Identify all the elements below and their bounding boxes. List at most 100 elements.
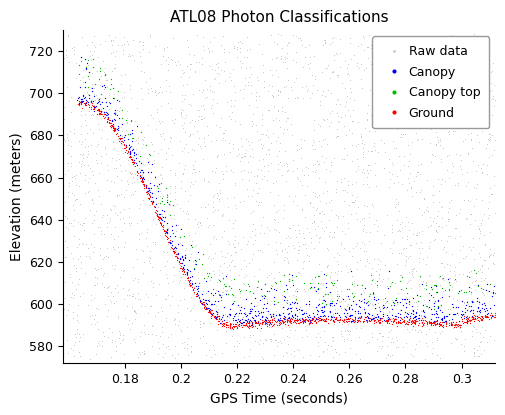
Point	[126, 221, 134, 228]
Point	[130, 57, 138, 63]
Point	[183, 271, 191, 277]
Point	[95, 192, 104, 199]
Point	[311, 76, 319, 82]
Point	[342, 263, 350, 270]
Point	[352, 143, 360, 149]
Point	[429, 294, 437, 300]
Point	[309, 146, 317, 153]
Point	[427, 306, 435, 312]
Point	[319, 282, 327, 288]
Point	[470, 235, 478, 242]
Point	[298, 206, 306, 213]
Point	[407, 313, 415, 320]
Point	[145, 32, 154, 38]
Point	[468, 314, 476, 320]
Point	[232, 323, 240, 330]
Point	[72, 60, 80, 66]
Point	[263, 288, 271, 295]
Point	[333, 268, 341, 274]
Point	[241, 317, 249, 323]
Point	[467, 129, 475, 136]
Point	[280, 83, 288, 90]
Point	[370, 289, 378, 296]
Point	[446, 50, 454, 57]
Point	[278, 162, 286, 169]
Point	[151, 241, 159, 248]
Point	[296, 37, 305, 43]
Point	[128, 135, 136, 142]
Point	[122, 127, 130, 133]
Point	[439, 40, 447, 46]
Point	[77, 100, 85, 107]
Point	[301, 164, 310, 170]
Point	[137, 329, 145, 336]
Point	[433, 317, 441, 323]
Point	[196, 298, 205, 305]
Point	[431, 322, 439, 328]
Point	[470, 97, 478, 104]
Point	[213, 279, 221, 286]
Point	[269, 117, 277, 123]
Point	[447, 71, 455, 78]
Point	[483, 313, 491, 320]
Point	[423, 254, 431, 261]
Point	[190, 285, 198, 292]
Point	[95, 110, 103, 116]
Point	[477, 222, 485, 228]
Point	[346, 85, 355, 91]
Point	[213, 100, 221, 107]
Point	[303, 251, 311, 258]
Point	[74, 302, 82, 308]
Point	[439, 319, 447, 325]
Point	[305, 315, 313, 322]
Point	[374, 74, 382, 81]
Point	[214, 151, 222, 158]
Point	[392, 295, 400, 301]
Point	[283, 317, 291, 324]
Point	[198, 89, 206, 95]
Point	[374, 149, 382, 155]
Point	[468, 316, 476, 323]
Point	[467, 316, 475, 323]
Point	[434, 298, 442, 305]
Point	[289, 198, 297, 204]
Point	[222, 273, 230, 280]
Point	[327, 119, 335, 125]
Point	[405, 301, 413, 308]
Point	[444, 321, 452, 328]
Point	[432, 67, 440, 73]
Point	[90, 265, 98, 271]
Point	[81, 100, 89, 107]
Point	[360, 35, 368, 42]
Point	[430, 281, 438, 288]
Point	[120, 41, 128, 47]
Point	[319, 279, 327, 286]
Point	[293, 256, 301, 263]
Point	[156, 266, 164, 273]
Point	[144, 159, 152, 166]
Point	[108, 122, 116, 129]
Point	[127, 156, 135, 162]
Point	[338, 79, 346, 86]
Point	[242, 320, 250, 327]
Point	[129, 264, 137, 271]
Point	[180, 269, 188, 275]
Point	[351, 197, 360, 203]
Point	[159, 341, 167, 347]
Point	[395, 310, 403, 317]
Point	[326, 302, 334, 308]
Point	[370, 295, 378, 302]
Point	[90, 91, 98, 98]
Point	[340, 328, 348, 335]
Point	[86, 106, 94, 112]
Point	[485, 137, 493, 144]
Point	[272, 312, 280, 318]
Point	[198, 155, 207, 162]
Point	[118, 95, 126, 102]
Point	[225, 216, 233, 223]
Point	[363, 203, 371, 210]
Point	[268, 316, 276, 323]
Point	[97, 73, 105, 79]
Point	[87, 296, 95, 303]
Point	[187, 277, 195, 284]
